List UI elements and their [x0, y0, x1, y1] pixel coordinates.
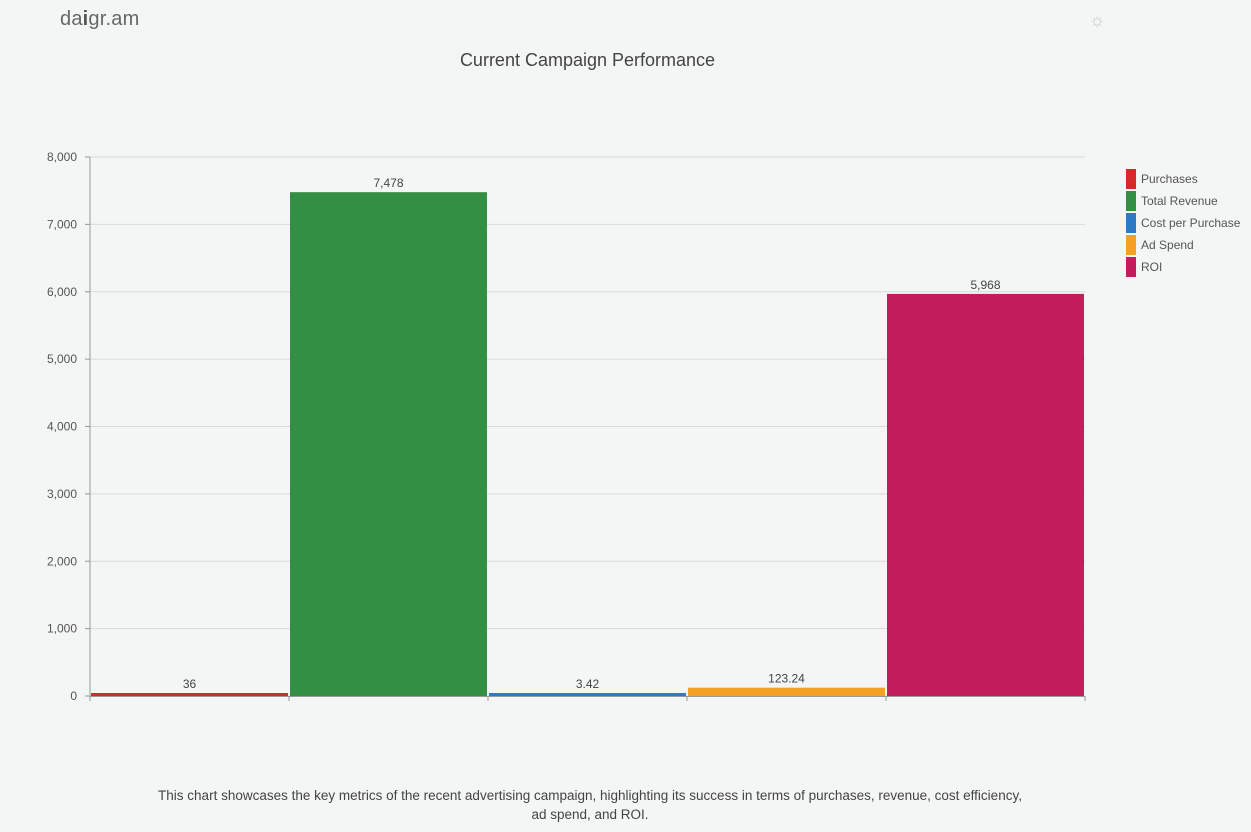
legend-swatch: [1126, 235, 1136, 255]
y-tick-label: 3,000: [47, 487, 77, 501]
legend-label: Total Revenue: [1141, 194, 1218, 208]
chart-caption: This chart showcases the key metrics of …: [158, 788, 1022, 822]
bar-total-revenue[interactable]: [290, 192, 487, 697]
legend-swatch: [1126, 213, 1136, 233]
legend-item[interactable]: Ad Spend: [1126, 234, 1240, 256]
legend-swatch: [1126, 191, 1136, 211]
bars: [89, 192, 1086, 701]
legend-label: Purchases: [1141, 172, 1198, 186]
bar-cost-per-purchase[interactable]: [489, 693, 686, 696]
data-label: 5,968: [970, 278, 1000, 292]
legend-swatch: [1126, 257, 1136, 277]
y-tick-label: 4,000: [47, 420, 77, 434]
y-tick-label: 1,000: [47, 622, 77, 636]
y-axis: 0 1,000 2,000 3,000 4,000 5,000 6,000 7,000 8,00…: [47, 150, 91, 703]
chart-title: Current Campaign Performance: [459, 50, 716, 70]
logo-suffix: gr.am: [88, 8, 140, 30]
y-tick-label: 8,000: [47, 150, 77, 164]
bar-purchases[interactable]: [91, 693, 288, 696]
legend-item[interactable]: ROI: [1126, 256, 1240, 278]
legend-item[interactable]: Total Revenue: [1126, 190, 1240, 212]
legend-item[interactable]: Purchases: [1126, 168, 1240, 190]
data-label: 123.24: [768, 672, 805, 686]
data-labels: 36 7,478 3.42 123.24 5,968: [183, 176, 1001, 691]
y-tick-label: 7,000: [47, 217, 77, 231]
legend-item[interactable]: Cost per Purchase: [1126, 212, 1240, 234]
legend: Purchases Total Revenue Cost per Purchase A…: [1126, 168, 1240, 278]
legend-label: Ad Spend: [1141, 238, 1194, 252]
y-tick-label: 0: [70, 689, 77, 703]
legend-swatch: [1126, 169, 1136, 189]
legend-label: Cost per Purchase: [1141, 216, 1241, 230]
logo-bold: i: [82, 8, 89, 30]
data-label: 36: [183, 677, 197, 691]
data-label: 3.42: [576, 677, 600, 691]
legend-label: ROI: [1141, 260, 1163, 274]
sun-icon[interactable]: ☼: [1088, 9, 1106, 30]
app-logo: daigr.am: [60, 8, 139, 31]
bar-roi[interactable]: [887, 293, 1084, 696]
data-label: 7,478: [373, 176, 403, 190]
bar-ad-spend[interactable]: [688, 687, 885, 696]
y-tick-label: 5,000: [47, 352, 77, 366]
y-tick-label: 2,000: [47, 554, 77, 568]
logo-prefix: da: [60, 8, 83, 30]
y-tick-label: 6,000: [47, 285, 77, 299]
